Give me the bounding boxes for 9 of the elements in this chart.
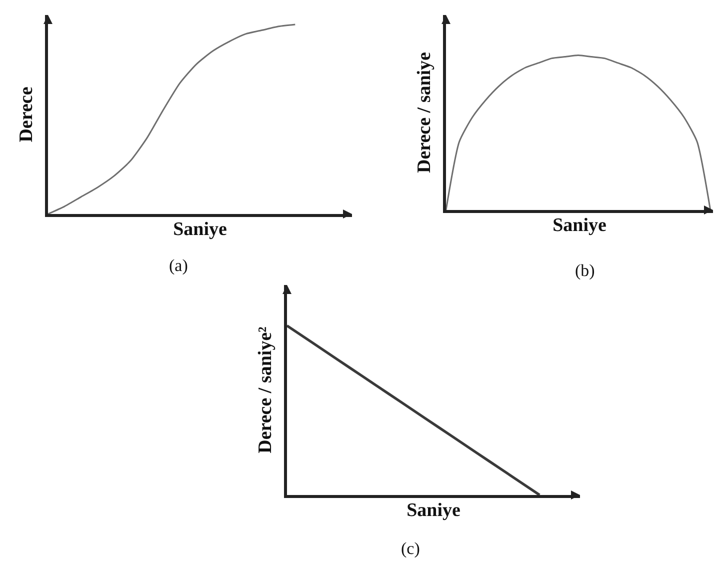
y-axis-title: Derece / saniye² xyxy=(254,326,276,454)
x-axis-title: Saniye xyxy=(173,218,227,240)
y-axis-title: Derece / saniye xyxy=(414,52,435,173)
text: (b) xyxy=(575,261,595,280)
y-axis-title: Derece xyxy=(16,86,37,142)
text: (a) xyxy=(169,256,188,275)
x-axis-title: Saniye xyxy=(552,214,606,236)
x-axis-title: Saniye xyxy=(406,500,460,521)
text: (c) xyxy=(401,539,420,558)
